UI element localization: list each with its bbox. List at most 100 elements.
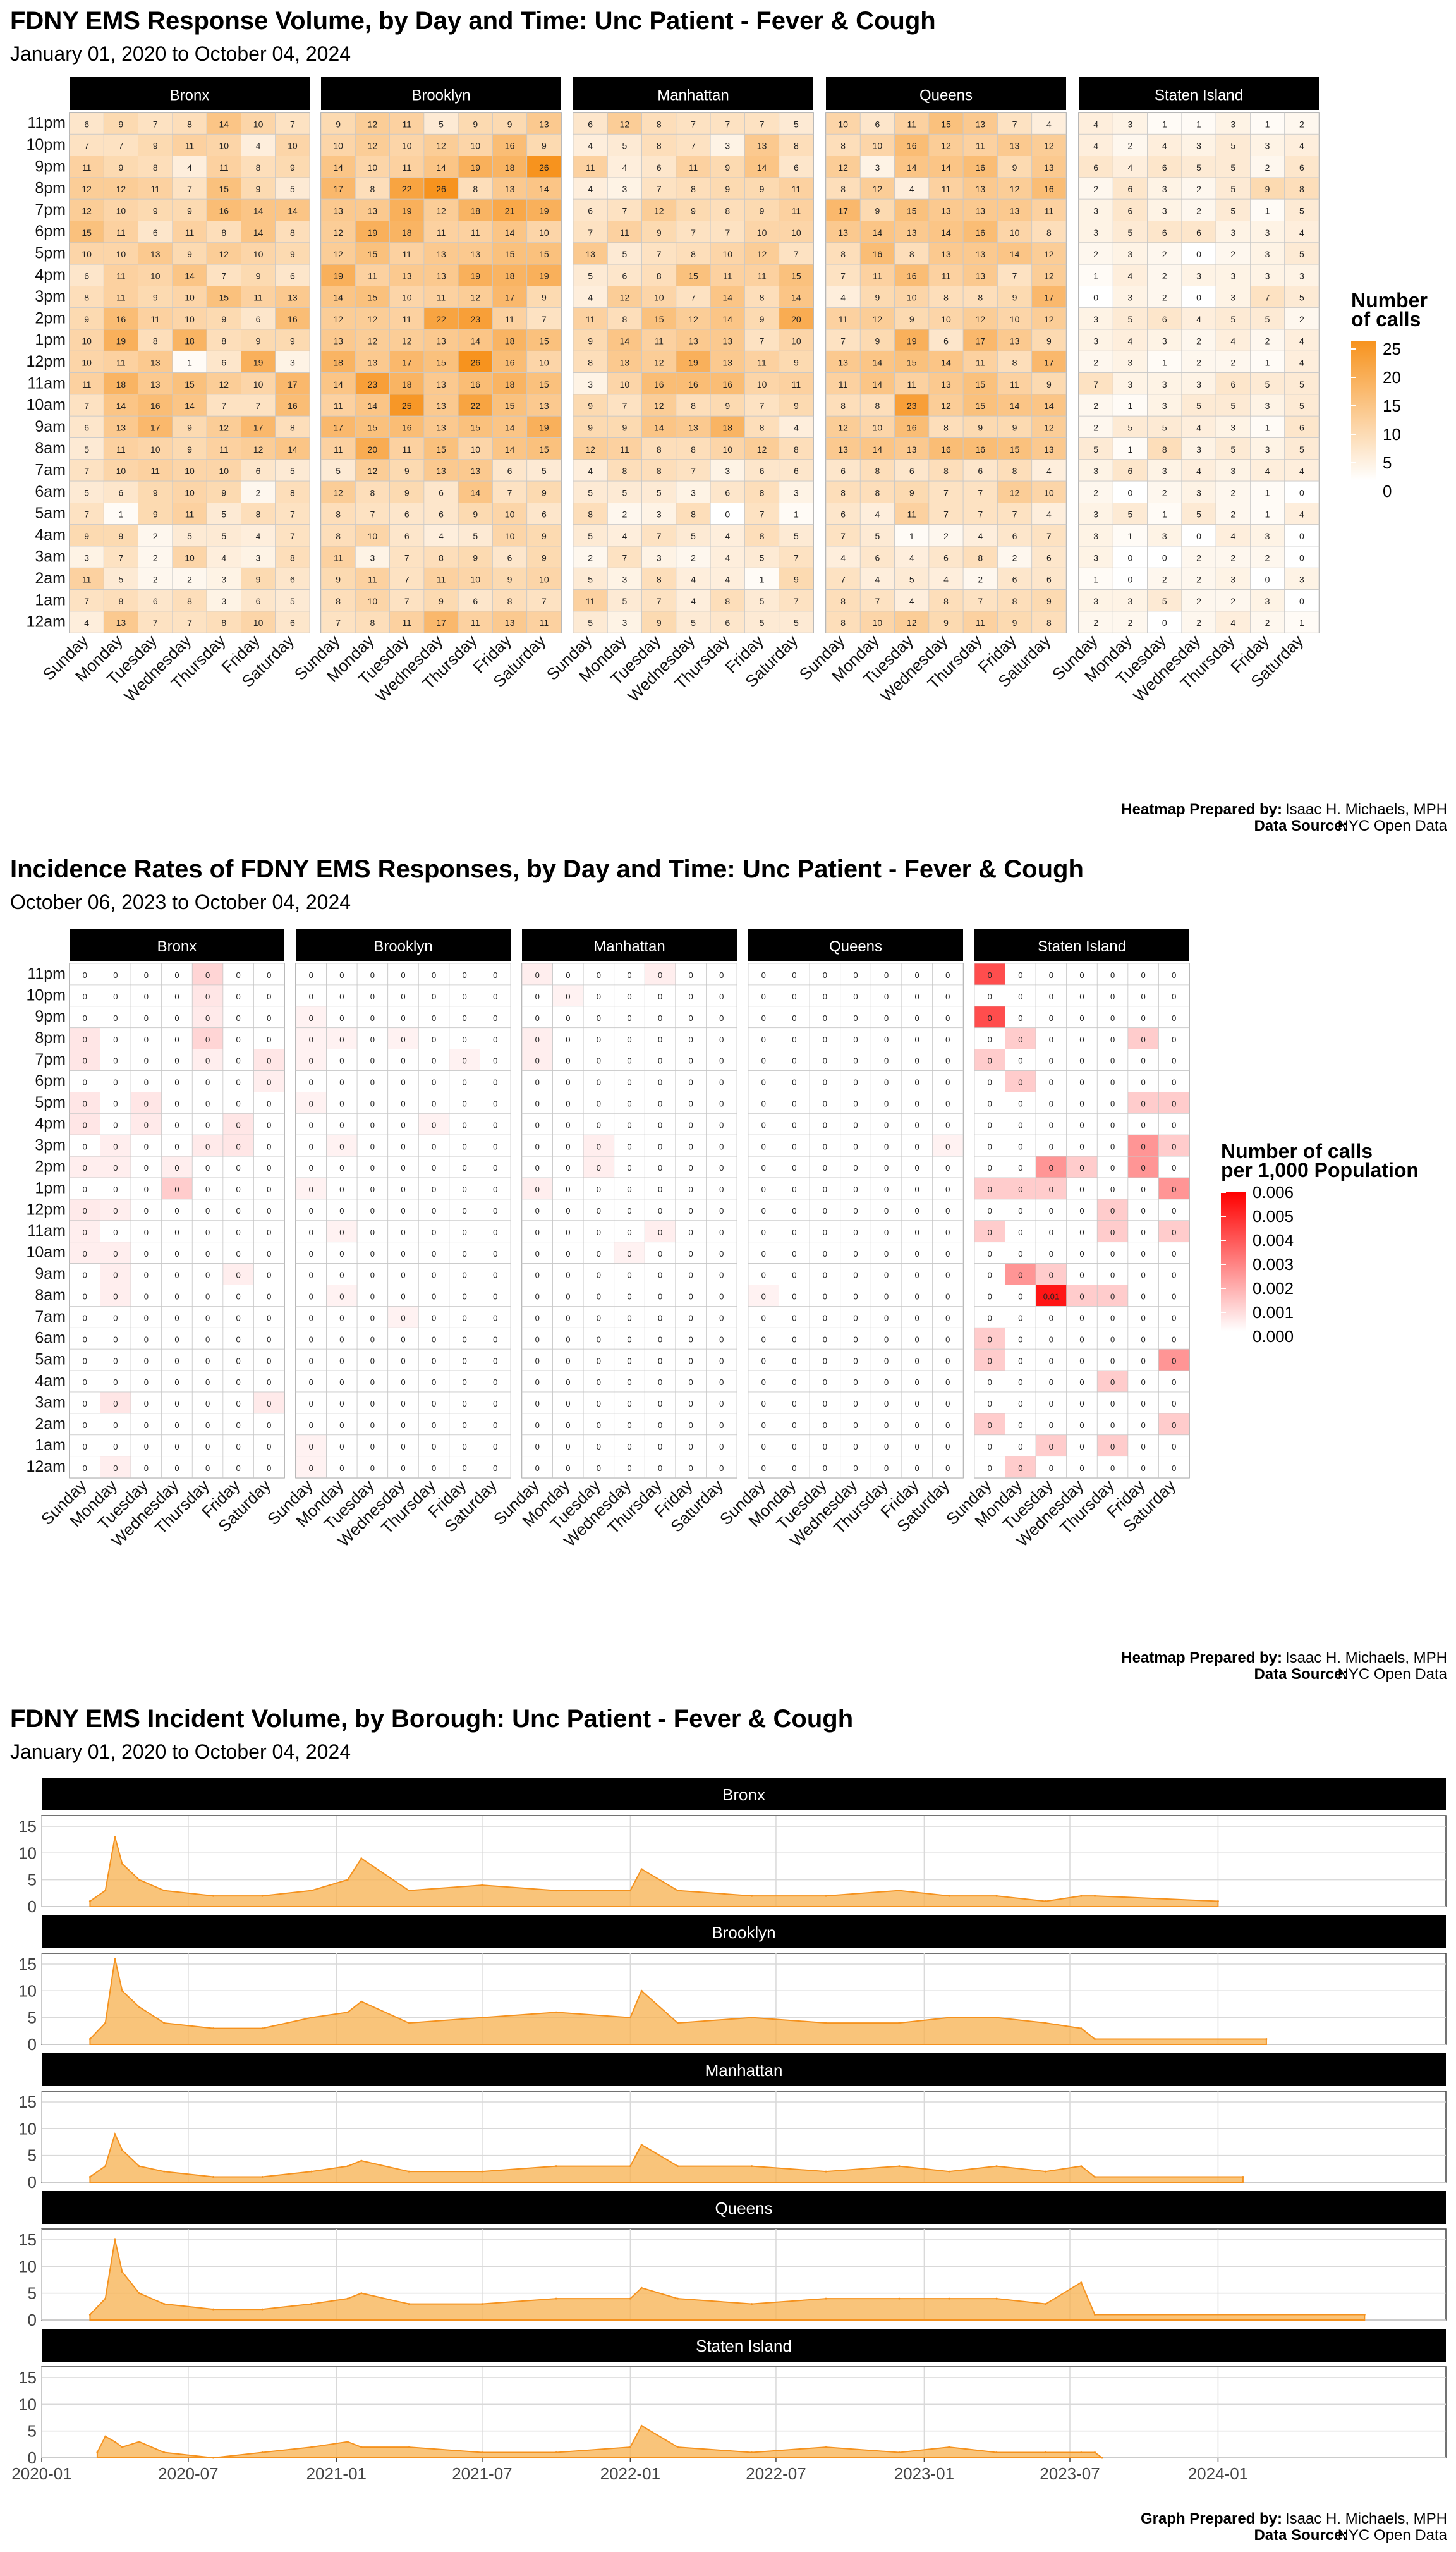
- cell-label: 10: [116, 206, 126, 216]
- cell-label: 2: [1230, 596, 1235, 606]
- cell-label: 11: [402, 249, 411, 259]
- heatmap-cell: [206, 480, 241, 503]
- cell-label: 3: [622, 575, 628, 585]
- cell-label: 0: [853, 1013, 858, 1023]
- cell-label: 11: [185, 510, 195, 520]
- cell-label: 0: [463, 1442, 467, 1451]
- y-tick-label: 15: [18, 2092, 37, 2111]
- cell-label: 8: [691, 184, 696, 194]
- cell-label: 0: [884, 1142, 889, 1151]
- cell-label: 0: [945, 1313, 950, 1322]
- cell-label: 6: [588, 206, 593, 216]
- cell-label: 6: [439, 487, 444, 498]
- cell-label: 0: [853, 1078, 858, 1087]
- data-point: [555, 1890, 557, 1892]
- cell-label: 4: [256, 531, 261, 541]
- data-point: [677, 2165, 679, 2168]
- cell-label: 8: [840, 596, 846, 606]
- data-point: [310, 2017, 313, 2019]
- heatmap-cell: [641, 611, 677, 633]
- cell-label: 11: [253, 293, 263, 303]
- cell-label: 0: [658, 1334, 662, 1344]
- cell-label: 0: [566, 1334, 570, 1344]
- cell-label: 8: [119, 596, 124, 606]
- cell-label: 0: [884, 1249, 889, 1259]
- cell-label: 0: [945, 1013, 950, 1023]
- cell-label: 0: [370, 1356, 375, 1365]
- cell-label: 0: [493, 1271, 497, 1280]
- cell-label: 0: [174, 1120, 179, 1130]
- cell-label: 0: [658, 1377, 662, 1387]
- heatmap-cell: [710, 480, 745, 503]
- cell-label: 9: [221, 314, 226, 324]
- heatmap-cell: [355, 156, 390, 178]
- cell-label: 8: [691, 444, 696, 455]
- legend-title: Number: [1351, 289, 1428, 312]
- cell-label: 8: [84, 293, 89, 303]
- cell-label: 0: [493, 1356, 497, 1365]
- cell-label: 0: [113, 1228, 118, 1237]
- cell-label: 14: [757, 162, 767, 173]
- heatmap-cell: [928, 459, 964, 482]
- cell-label: 0: [1049, 992, 1053, 1001]
- cell-label: 0: [535, 1013, 540, 1023]
- x-tick-label: 2020-07: [158, 2464, 218, 2483]
- cell-label: 8: [370, 487, 375, 498]
- data-point: [88, 2038, 91, 2040]
- heatmap-cell: [389, 480, 425, 503]
- heatmap-cell: [253, 1456, 285, 1478]
- cell-label: 9: [1046, 596, 1052, 606]
- cell-label: 4: [691, 596, 696, 606]
- data-point: [948, 2017, 950, 2019]
- heatmap-cell: [962, 459, 998, 482]
- heatmap-cell: [962, 156, 998, 178]
- cell-label: 0: [658, 1099, 662, 1108]
- cell-label: 0: [535, 1228, 540, 1237]
- data-point: [163, 2170, 166, 2173]
- cell-label: 18: [116, 379, 126, 389]
- cell-label: 0: [627, 1463, 631, 1473]
- cell-label: 0: [915, 1463, 919, 1473]
- heatmap-cell: [607, 242, 642, 265]
- y-tick-label: 3pm: [35, 1137, 66, 1154]
- data-point: [677, 2022, 679, 2024]
- cell-label: 10: [907, 293, 917, 303]
- cell-label: 0: [823, 1120, 827, 1130]
- cell-label: 0: [370, 992, 375, 1001]
- heatmap-cell: [69, 437, 104, 460]
- credit-prepared-label: Heatmap Prepared by:: [1121, 1649, 1282, 1666]
- heatmap-cell: [492, 589, 528, 612]
- heatmap-cell: [423, 112, 459, 135]
- heatmap-cell: [100, 1049, 131, 1071]
- cell-label: 7: [542, 596, 547, 606]
- cell-label: 0: [761, 1163, 766, 1173]
- cell-label: 16: [907, 423, 917, 433]
- heatmap-cell: [552, 1242, 584, 1264]
- y-tick-label: 0: [28, 2173, 37, 2192]
- cell-label: 12: [333, 487, 343, 498]
- cell-label: 0: [1110, 1271, 1115, 1280]
- cell-label: 11: [907, 510, 916, 520]
- y-tick-label: 2pm: [35, 1158, 66, 1176]
- heatmap-cell: [355, 285, 390, 308]
- cell-label: 6: [84, 423, 89, 433]
- cell-label: 0: [1049, 1442, 1053, 1451]
- cell-label: 6: [760, 466, 765, 476]
- cell-label: 0: [1018, 1185, 1022, 1194]
- cell-label: 0: [761, 1185, 766, 1194]
- cell-label: 0: [945, 1334, 950, 1344]
- heatmap-cell: [326, 1285, 358, 1307]
- cell-label: 6: [256, 596, 261, 606]
- heatmap-cell: [100, 1177, 131, 1200]
- heatmap-cell: [1031, 112, 1067, 135]
- cell-label: 7: [657, 531, 662, 541]
- heatmap-cell: [641, 459, 677, 482]
- heatmap-cell: [100, 1263, 131, 1285]
- cell-label: 0: [1172, 1313, 1176, 1322]
- heatmap-cell: [1215, 242, 1251, 265]
- data-point: [212, 1895, 214, 1897]
- heatmap-cell: [825, 394, 861, 417]
- cell-label: 9: [153, 293, 158, 303]
- cell-label: 2: [1265, 553, 1270, 563]
